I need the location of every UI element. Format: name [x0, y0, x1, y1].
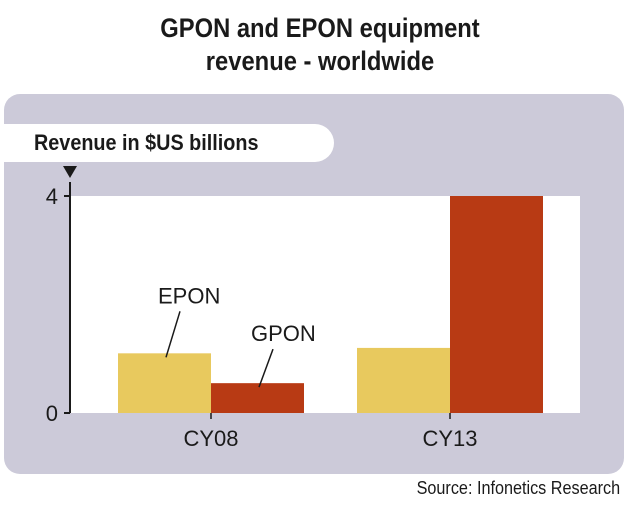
- y-tick-label: 0: [46, 401, 58, 426]
- source-note: Source: Infonetics Research: [416, 478, 620, 498]
- x-category-label: CY13: [422, 426, 477, 451]
- y-axis-label: Revenue in $US billions: [34, 130, 259, 155]
- bar-epon-cy08: [118, 353, 211, 413]
- y-axis-arrow-icon: [63, 166, 77, 178]
- chart-title-line-2: revenue - worldwide: [205, 46, 435, 76]
- x-category-label: CY08: [183, 426, 238, 451]
- chart-title-line-1: GPON and EPON equipment: [160, 13, 480, 43]
- bar-gpon-cy08: [211, 383, 304, 413]
- y-tick-label: 4: [46, 184, 58, 209]
- y-axis-label-box: [4, 124, 334, 162]
- bar-epon-cy13: [357, 347, 450, 413]
- annotation-leader-gpon: [258, 348, 274, 388]
- series-label-epon: EPON: [158, 283, 220, 308]
- annotation-leader-epon: [165, 311, 181, 358]
- chart-title: GPON and EPON equipment revenue - worldw…: [38, 12, 601, 78]
- series-label-gpon: GPON: [251, 321, 316, 346]
- bar-gpon-cy13: [450, 196, 543, 413]
